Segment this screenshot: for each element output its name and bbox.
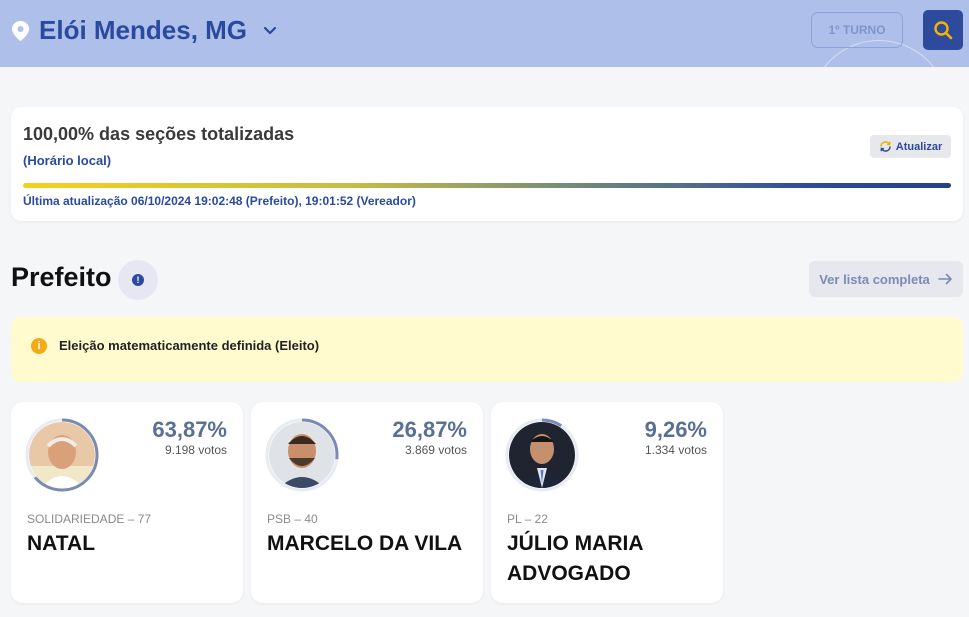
alert-text: Eleição matematicamente definida (Eleito…	[59, 338, 320, 353]
totalization-progress-bar	[23, 183, 951, 188]
candidate-party: PL – 22	[507, 512, 548, 526]
candidate-card[interactable]: 63,87% 9.198 votos SOLIDARIEDADE – 77 NA…	[11, 402, 243, 603]
candidate-percent: 63,87%	[152, 417, 227, 442]
candidate-party: PSB – 40	[267, 512, 318, 526]
section-title: Prefeito	[11, 262, 112, 292]
candidate-photo	[509, 422, 575, 488]
city-selector[interactable]: Elói Mendes, MG	[39, 15, 248, 45]
totalization-title: 100,00% das seções totalizadas	[23, 124, 295, 144]
candidate-percent: 9,26%	[644, 417, 707, 442]
candidate-card[interactable]: 9,26% 1.334 votos PL – 22 JÚLIO MARIA AD…	[491, 402, 723, 603]
last-update-text: Última atualização 06/10/2024 19:02:48 (…	[23, 194, 416, 208]
candidate-votes: 9.198 votos	[164, 443, 227, 457]
candidate-party: SOLIDARIEDADE – 77	[27, 512, 152, 526]
view-full-list-label: Ver lista completa	[819, 271, 930, 287]
info-icon: !	[132, 274, 144, 286]
top-bar: Elói Mendes, MG 1º TURNO	[0, 0, 969, 67]
vote-share-ring	[505, 418, 579, 492]
info-warning-icon: i	[31, 338, 47, 354]
search-icon	[934, 21, 953, 40]
candidate-photo	[269, 422, 335, 488]
refresh-icon	[880, 141, 891, 152]
candidate-card[interactable]: 26,87% 3.869 votos PSB – 40 MARCELO DA V…	[251, 402, 483, 603]
totalization-status-card: 100,00% das seções totalizadas (Horário …	[11, 107, 963, 221]
progress-fill	[23, 183, 951, 188]
candidate-name: NATAL	[27, 532, 96, 555]
chevron-down-icon[interactable]	[263, 25, 277, 37]
location-pin-icon	[12, 21, 29, 41]
refresh-label: Atualizar	[895, 140, 943, 153]
candidate-percent: 26,87%	[392, 417, 467, 442]
local-time-note: (Horário local)	[23, 153, 112, 168]
search-button[interactable]	[923, 10, 963, 50]
elected-alert: i Eleição matematicamente definida (Elei…	[11, 317, 963, 382]
turno-button[interactable]: 1º TURNO	[811, 12, 903, 48]
view-full-list-button[interactable]: Ver lista completa	[809, 261, 963, 297]
vote-share-ring	[265, 418, 339, 492]
info-button[interactable]: !	[118, 260, 158, 300]
vote-share-ring	[25, 418, 99, 492]
arrow-right-icon	[937, 273, 952, 285]
candidate-name: JÚLIO MARIA ADVOGADO	[507, 532, 643, 585]
candidate-name: MARCELO DA VILA	[267, 532, 463, 555]
candidate-votes: 1.334 votos	[644, 443, 707, 457]
candidate-votes: 3.869 votos	[404, 443, 467, 457]
refresh-button[interactable]: Atualizar	[870, 135, 951, 158]
candidate-photo	[29, 422, 95, 488]
